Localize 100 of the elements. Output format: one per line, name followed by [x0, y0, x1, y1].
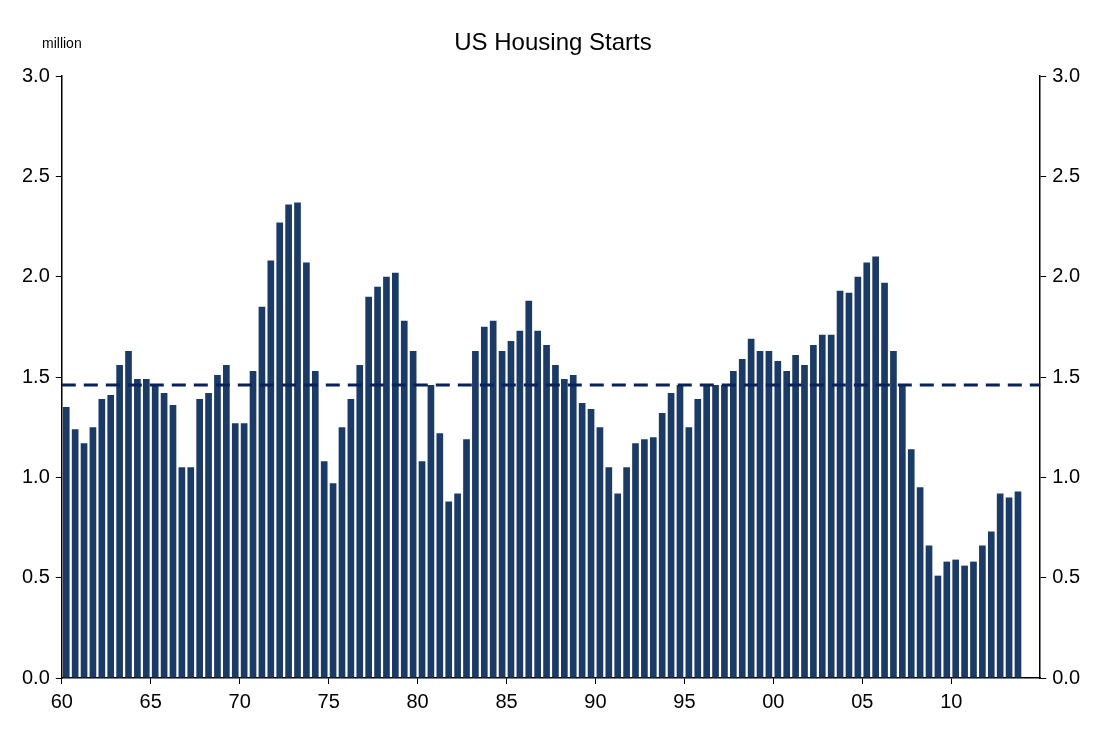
bar: [756, 350, 764, 678]
bar: [818, 334, 826, 678]
bar: [943, 561, 951, 678]
y-tick-label: 1.0: [21, 464, 50, 487]
bar: [890, 350, 897, 678]
bar: [881, 282, 888, 678]
bar: [436, 433, 444, 678]
bar: [561, 379, 568, 678]
bar: [223, 364, 230, 678]
y-tick-label: 3.0: [21, 63, 50, 86]
bar: [614, 493, 622, 678]
bar: [498, 350, 506, 678]
bar: [125, 350, 132, 678]
bar: [267, 260, 275, 678]
bar: [89, 427, 97, 678]
bar: [996, 493, 1004, 678]
bar: [392, 272, 399, 678]
bar: [783, 370, 791, 678]
bar: [952, 559, 960, 678]
bar: [98, 399, 106, 678]
bar: [240, 423, 248, 678]
bar: [641, 439, 648, 678]
x-tick-label: 95: [673, 689, 696, 712]
bar: [552, 364, 559, 678]
bar: [463, 439, 470, 678]
bar: [338, 427, 346, 678]
bar: [712, 385, 719, 678]
bar: [365, 296, 372, 678]
bar: [979, 545, 986, 678]
bar: [409, 350, 417, 678]
bar: [543, 344, 550, 678]
bar: [71, 429, 79, 678]
bar: [534, 330, 541, 678]
bar: [294, 202, 301, 678]
bar: [285, 204, 292, 678]
chart-title: US Housing Starts: [454, 28, 652, 55]
bar: [374, 286, 381, 678]
y-tick-label: 0.0: [21, 665, 50, 688]
y-axis-title: million: [42, 35, 82, 51]
bar: [116, 364, 123, 678]
bar: [774, 360, 782, 678]
bar: [178, 467, 186, 678]
bar: [418, 461, 426, 678]
bar: [925, 545, 933, 678]
bar: [649, 437, 657, 678]
bar: [427, 385, 435, 678]
bar: [872, 256, 879, 678]
bar: [107, 395, 115, 678]
bar: [276, 222, 284, 678]
bar: [961, 565, 968, 678]
bar: [480, 326, 488, 678]
bar: [516, 330, 524, 678]
x-tick-label: 80: [406, 689, 429, 712]
bar: [987, 531, 995, 678]
bar: [400, 320, 408, 678]
bar: [205, 393, 212, 678]
x-tick-label: 05: [851, 689, 874, 712]
y-tick-label: 2.0: [21, 264, 50, 287]
bar: [863, 262, 871, 678]
bar: [311, 370, 319, 678]
bar: [569, 374, 577, 678]
bar: [320, 461, 328, 678]
bar: [1014, 491, 1022, 678]
bar: [623, 467, 630, 678]
bar: [347, 399, 355, 678]
bar: [454, 493, 461, 678]
bar: [685, 427, 693, 678]
x-tick-label: 90: [584, 689, 607, 712]
bar: [694, 399, 702, 678]
bar: [676, 385, 684, 678]
bar: [845, 292, 853, 678]
y-tick-label: 0.5: [21, 565, 50, 588]
bar: [810, 344, 817, 678]
bar: [658, 413, 666, 678]
x-tick-label: 10: [940, 689, 963, 712]
bar: [214, 374, 221, 678]
y2-tick-label: 2.5: [1052, 163, 1081, 186]
bar: [730, 370, 737, 678]
bar: [632, 443, 639, 678]
y2-tick-label: 0.0: [1052, 665, 1081, 688]
y2-tick-label: 1.5: [1052, 364, 1081, 387]
y2-tick-label: 2.0: [1052, 264, 1081, 287]
bar: [169, 405, 177, 678]
bar: [587, 409, 595, 678]
y2-tick-label: 1.0: [1052, 464, 1081, 487]
x-tick-label: 00: [762, 689, 785, 712]
bar: [596, 427, 604, 678]
bar: [605, 467, 613, 678]
bar: [970, 561, 977, 678]
bar: [667, 393, 675, 678]
x-tick-label: 85: [495, 689, 518, 712]
bar: [721, 385, 728, 678]
bar: [792, 354, 799, 678]
bar: [827, 334, 835, 678]
bar: [62, 407, 70, 678]
bar: [231, 423, 239, 678]
bar: [142, 379, 150, 678]
bar: [934, 575, 942, 678]
bar: [303, 262, 310, 678]
bar: [489, 320, 497, 678]
